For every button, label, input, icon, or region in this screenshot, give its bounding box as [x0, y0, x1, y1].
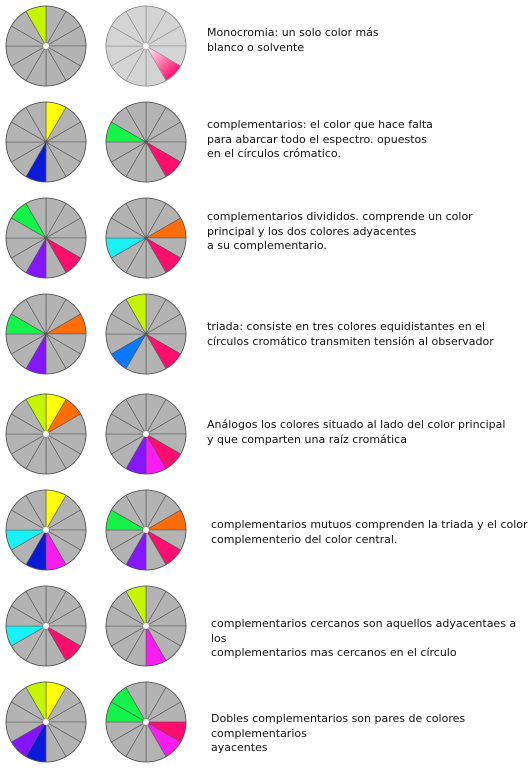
color-wheel-svg	[105, 585, 187, 667]
color-wheel-right	[103, 3, 189, 89]
color-wheel-left	[3, 487, 89, 573]
wheel-rim	[5, 293, 87, 375]
wheel-center-dot	[143, 719, 149, 725]
color-wheel-svg	[5, 393, 87, 475]
color-wheel-svg	[105, 489, 187, 571]
wheel-rim	[5, 393, 87, 475]
harmony-row: triada: consiste en tres colores equidis…	[0, 288, 531, 384]
color-wheel-svg	[105, 101, 187, 183]
wheel-center-dot	[143, 431, 149, 437]
wheel-rim	[5, 5, 87, 87]
harmony-row: complementarios mutuos comprenden la tri…	[0, 484, 531, 580]
wheel-rim	[105, 681, 187, 763]
harmony-caption: triada: consiste en tres colores equidis…	[207, 320, 494, 348]
wheel-rim	[105, 293, 187, 375]
harmony-caption: Dobles complementarios son pares de colo…	[211, 712, 466, 754]
wheel-rim	[105, 393, 187, 475]
wheel-center-dot	[143, 623, 149, 629]
wheel-rim	[105, 197, 187, 279]
wheel-rim	[105, 101, 187, 183]
color-wheel-left	[3, 99, 89, 185]
color-wheel-right	[103, 195, 189, 281]
wheel-rim	[5, 197, 87, 279]
wheel-rim	[5, 101, 87, 183]
harmony-caption: Análogos los colores situado al lado del…	[207, 418, 506, 446]
wheel-rim	[5, 585, 87, 667]
harmony-row: Dobles complementarios son pares de colo…	[0, 676, 531, 772]
harmony-row: complementarios: el color que hace falta…	[0, 96, 531, 192]
wheel-center-dot	[43, 527, 49, 533]
wheel-rim	[105, 489, 187, 571]
wheel-rim	[105, 585, 187, 667]
color-wheel-svg	[5, 101, 87, 183]
color-wheel-svg	[5, 489, 87, 571]
wheel-rim	[5, 489, 87, 571]
harmony-caption: complementarios: el color que hace falta…	[207, 118, 433, 160]
color-wheel-svg	[5, 5, 87, 87]
color-wheel-svg	[105, 5, 187, 87]
color-wheel-right	[103, 99, 189, 185]
wheel-center-dot	[43, 719, 49, 725]
color-wheel-left	[3, 195, 89, 281]
color-wheel-right	[103, 487, 189, 573]
color-wheel-right	[103, 583, 189, 669]
harmony-row: complementarios cercanos son aquellos ad…	[0, 580, 531, 676]
color-wheel-svg	[105, 197, 187, 279]
wheel-center-dot	[43, 431, 49, 437]
harmony-row: Análogos los colores situado al lado del…	[0, 388, 531, 484]
color-wheel-right	[103, 679, 189, 765]
wheel-rim	[5, 681, 87, 763]
color-wheel-left	[3, 583, 89, 669]
color-wheel-svg	[105, 681, 187, 763]
harmony-caption: Monocromia: un solo color más blanco o s…	[207, 26, 379, 54]
color-wheel-svg	[105, 393, 187, 475]
wheel-center-dot	[143, 43, 149, 49]
color-wheel-svg	[5, 293, 87, 375]
wheel-center-dot	[43, 43, 49, 49]
wheel-center-dot	[143, 527, 149, 533]
color-wheel-left	[3, 391, 89, 477]
harmony-caption: complementarios divididos. comprende un …	[207, 210, 473, 252]
color-wheel-svg	[5, 197, 87, 279]
harmony-row: complementarios divididos. comprende un …	[0, 192, 531, 288]
harmony-caption: complementarios mutuos comprenden la tri…	[211, 518, 528, 546]
harmony-caption: complementarios cercanos son aquellos ad…	[211, 617, 517, 659]
color-wheel-svg	[5, 681, 87, 763]
color-wheel-left	[3, 3, 89, 89]
color-wheel-right	[103, 391, 189, 477]
color-wheel-right	[103, 291, 189, 377]
color-wheel-left	[3, 679, 89, 765]
color-wheel-svg	[105, 293, 187, 375]
wheel-rim	[105, 5, 187, 87]
color-wheel-left	[3, 291, 89, 377]
color-wheel-svg	[5, 585, 87, 667]
wheel-center-dot	[43, 623, 49, 629]
harmony-row: Monocromia: un solo color más blanco o s…	[0, 0, 531, 96]
